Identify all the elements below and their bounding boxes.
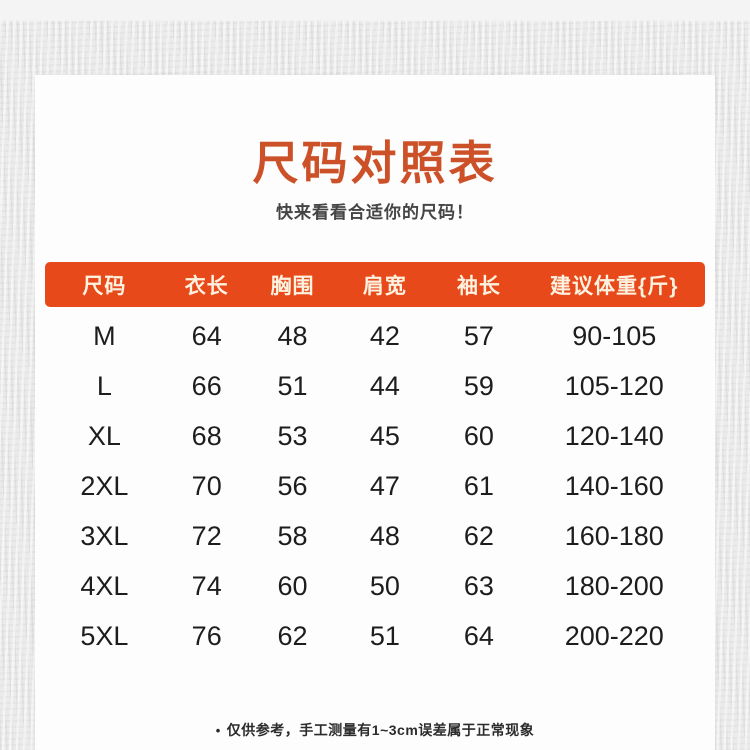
table-header-cell: 建议体重{斤}	[550, 274, 679, 298]
cell-sleeve: 61	[463, 470, 494, 501]
cell-length: 70	[191, 470, 222, 501]
table-row: L 66 51 44 59 105-120	[45, 361, 705, 411]
cell-length: 76	[191, 620, 222, 651]
size-chart-card: 尺码对照表 快来看看合适你的尺码！ 尺码 衣长 胸围 肩宽 袖长 建议体重{斤} M 64…	[35, 75, 715, 750]
cell-shoulder: 48	[369, 520, 400, 551]
bullet-icon: •	[215, 723, 221, 738]
cell-length: 68	[191, 420, 222, 451]
table-row: 5XL 76 62 51 64 200-220	[45, 611, 705, 661]
table-header-cell: 尺码	[82, 274, 127, 298]
cell-shoulder: 51	[369, 620, 400, 651]
table-header-cell: 胸围	[270, 274, 315, 298]
footnote: • 仅供参考，手工测量有1~3cm误差属于正常现象	[35, 720, 715, 740]
cell-chest: 58	[277, 520, 308, 551]
cell-length: 72	[191, 520, 222, 551]
cell-shoulder: 42	[369, 320, 400, 351]
cell-chest: 51	[277, 370, 308, 401]
cell-sleeve: 60	[463, 420, 494, 451]
cell-shoulder: 47	[369, 470, 400, 501]
table-row: M 64 48 42 57 90-105	[45, 311, 705, 361]
cell-weight: 160-180	[564, 520, 664, 551]
cell-sleeve: 64	[463, 620, 494, 651]
cell-length: 64	[191, 320, 222, 351]
cell-weight: 105-120	[564, 370, 664, 401]
cell-chest: 53	[277, 420, 308, 451]
cell-size: 2XL	[80, 470, 129, 501]
cell-chest: 56	[277, 470, 308, 501]
cell-weight: 180-200	[564, 570, 664, 601]
table-row: XL 68 53 45 60 120-140	[45, 411, 705, 461]
cell-weight: 120-140	[564, 420, 664, 451]
cell-sleeve: 62	[463, 520, 494, 551]
cell-length: 66	[191, 370, 222, 401]
cell-size: XL	[87, 420, 121, 451]
cell-weight: 200-220	[564, 620, 664, 651]
cell-chest: 60	[277, 570, 308, 601]
page-title: 尺码对照表	[252, 137, 498, 189]
cell-shoulder: 44	[369, 370, 400, 401]
cell-shoulder: 45	[369, 420, 400, 451]
cell-size: 4XL	[80, 570, 129, 601]
footnote-text: 仅供参考，手工测量有1~3cm误差属于正常现象	[226, 722, 535, 738]
table-header-cell: 衣长	[184, 274, 229, 298]
table-row: 2XL 70 56 47 61 140-160	[45, 461, 705, 511]
table-row: 4XL 74 60 50 63 180-200	[45, 561, 705, 611]
cell-chest: 62	[277, 620, 308, 651]
cell-size: 3XL	[80, 520, 129, 551]
cell-sleeve: 59	[463, 370, 494, 401]
table-header-cell: 袖长	[456, 274, 501, 298]
cell-weight: 140-160	[564, 470, 664, 501]
cell-sleeve: 63	[463, 570, 494, 601]
cell-shoulder: 50	[369, 570, 400, 601]
cell-size: 5XL	[80, 620, 129, 651]
table-header-row: 尺码 衣长 胸围 肩宽 袖长 建议体重{斤}	[45, 262, 705, 307]
table-header-cell: 肩宽	[362, 274, 407, 298]
cell-weight: 90-105	[572, 320, 657, 351]
cell-sleeve: 57	[463, 320, 494, 351]
table-body: M 64 48 42 57 90-105 L 66 51 44 59 105-1…	[45, 311, 705, 661]
cell-size: M	[93, 320, 116, 351]
page-subtitle: 快来看看合适你的尺码！	[276, 203, 474, 222]
cell-chest: 48	[277, 320, 308, 351]
cell-size: L	[96, 370, 112, 401]
table-row: 3XL 72 58 48 62 160-180	[45, 511, 705, 561]
cell-length: 74	[191, 570, 222, 601]
